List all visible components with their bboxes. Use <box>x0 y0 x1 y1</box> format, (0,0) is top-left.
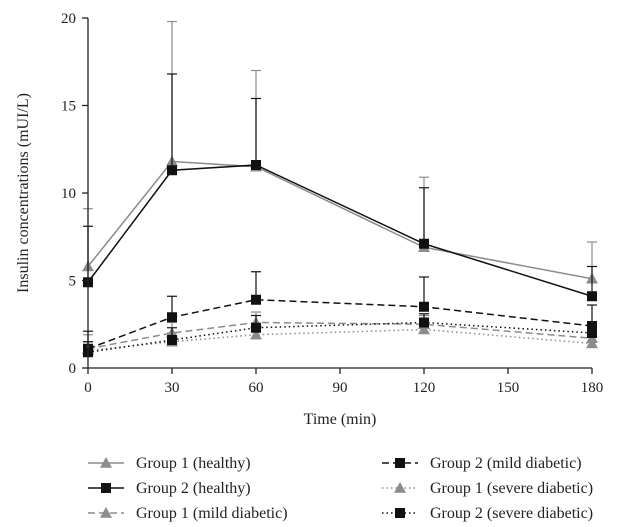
legend-label: Group 1 (healthy) <box>136 455 251 472</box>
legend-marker <box>100 457 112 468</box>
data-point <box>419 301 429 312</box>
series-line <box>87 321 593 350</box>
plot-series <box>82 20 598 358</box>
y-tick-label: 5 <box>69 274 77 290</box>
data-point <box>587 291 597 302</box>
data-point <box>167 165 177 176</box>
legend-marker <box>100 507 112 518</box>
x-tick-label: 0 <box>84 380 92 396</box>
data-point <box>250 328 262 340</box>
series-1 <box>82 20 598 284</box>
x-tick-label: 60 <box>249 380 264 396</box>
x-tick-label: 90 <box>333 380 348 396</box>
legend-label: Group 1 (mild diabetic) <box>136 505 288 522</box>
legend-label: Group 2 (severe diabetic) <box>430 505 593 522</box>
data-point <box>251 294 261 305</box>
legend-marker <box>101 483 111 493</box>
x-tick-label: 150 <box>497 380 520 396</box>
legend-label: Group 1 (severe diabetic) <box>430 480 593 497</box>
y-tick-label: 0 <box>69 361 77 377</box>
x-tick-label: 30 <box>165 380 180 396</box>
legend-item: Group 2 (mild diabetic) <box>382 455 582 472</box>
series-line <box>87 298 593 350</box>
legend-item: Group 2 (healthy) <box>88 480 251 497</box>
data-point <box>587 328 597 338</box>
legend: Group 1 (healthy) Group 2 (healthy) Group … <box>88 455 593 522</box>
x-axis-title: Time (min) <box>304 411 377 428</box>
data-point <box>419 238 429 249</box>
x-tick-label: 120 <box>413 380 436 396</box>
series-2 <box>83 73 597 302</box>
legend-item: Group 1 (healthy) <box>88 455 251 472</box>
legend-label: Group 2 (mild diabetic) <box>430 455 582 472</box>
series-5 <box>82 321 598 356</box>
series-line <box>87 160 593 280</box>
series-line <box>87 164 593 297</box>
y-axis-ticks: 0 5 10 15 20 <box>61 11 88 377</box>
data-point <box>167 312 177 323</box>
legend-marker <box>395 458 405 468</box>
data-point <box>586 337 598 349</box>
legend-item: Group 2 (severe diabetic) <box>382 505 593 522</box>
data-point <box>251 322 261 333</box>
legend-label: Group 2 (healthy) <box>136 480 251 497</box>
series-line <box>87 321 593 353</box>
y-tick-label: 20 <box>61 11 76 27</box>
legend-marker <box>394 482 406 493</box>
data-point <box>167 335 177 345</box>
data-point <box>418 323 430 335</box>
legend-item: Group 1 (mild diabetic) <box>88 505 288 522</box>
y-axis-title: Insulin concentrations (mUI/L) <box>15 93 32 293</box>
legend-marker <box>395 508 405 518</box>
data-point <box>251 160 261 170</box>
y-tick-label: 15 <box>61 99 76 115</box>
x-axis-ticks: 0 30 60 90 120 150 180 <box>84 368 603 396</box>
data-point <box>419 317 429 328</box>
y-tick-label: 10 <box>61 186 76 202</box>
x-tick-label: 180 <box>581 380 604 396</box>
chart-axes <box>87 18 592 369</box>
series-6 <box>83 313 597 358</box>
legend-item: Group 1 (severe diabetic) <box>382 480 593 497</box>
